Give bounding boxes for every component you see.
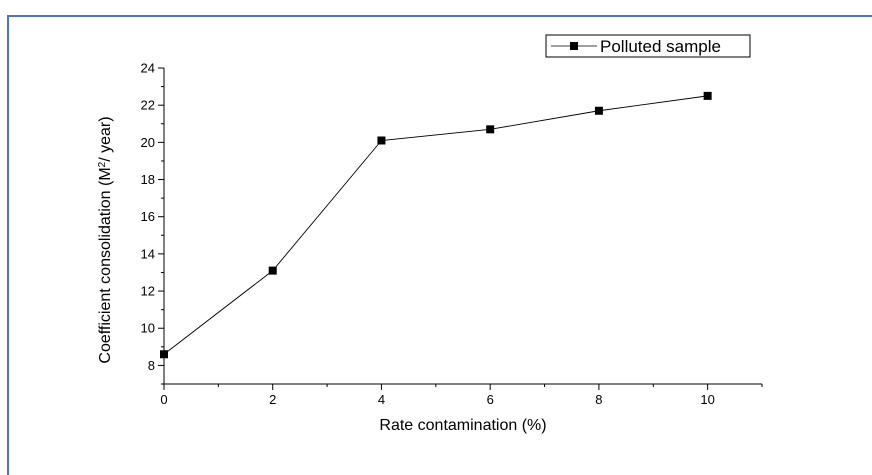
legend: Polluted sample <box>545 34 751 58</box>
y-axis-title-main: Coefficient consolidation (M <box>97 167 114 363</box>
y-ticks: 8 10 12 14 16 18 20 22 24 <box>141 61 164 385</box>
y-tick-label: 8 <box>148 358 155 373</box>
data-point <box>377 136 386 145</box>
y-tick-label: 16 <box>141 209 155 224</box>
series-layer <box>160 91 712 359</box>
x-tick-label: 2 <box>269 392 276 407</box>
x-ticks: 0 2 4 6 8 10 <box>160 384 763 407</box>
legend-box <box>545 34 751 58</box>
y-axis-title: Coefficient consolidation (M2/ year) <box>97 116 115 363</box>
figure-frame <box>7 15 872 475</box>
legend-label: Polluted sample <box>600 37 721 56</box>
y-tick-label: 14 <box>141 246 155 261</box>
x-tick-label: 10 <box>700 392 714 407</box>
legend-marker-square <box>570 42 578 50</box>
y-tick-label: 12 <box>141 284 155 299</box>
y-tick-label: 20 <box>141 135 155 150</box>
y-axis-title-tail: / year) <box>97 116 114 161</box>
series-line <box>163 95 708 355</box>
axes <box>163 68 762 385</box>
data-point <box>594 106 603 115</box>
data-point <box>160 350 168 359</box>
x-tick-label: 0 <box>160 392 167 407</box>
y-tick-label: 22 <box>141 98 155 113</box>
data-point <box>703 91 712 100</box>
x-tick-label: 8 <box>595 392 602 407</box>
y-axis-title-superscript: 2 <box>97 161 108 167</box>
x-axis-title: Rate contamination (%) <box>379 417 546 434</box>
x-tick-label: 4 <box>378 392 385 407</box>
y-tick-label: 18 <box>141 172 155 187</box>
y-tick-label: 24 <box>141 61 155 76</box>
data-point <box>268 266 277 275</box>
x-tick-label: 6 <box>487 392 494 407</box>
y-tick-label: 10 <box>141 321 155 336</box>
data-point <box>486 125 495 134</box>
